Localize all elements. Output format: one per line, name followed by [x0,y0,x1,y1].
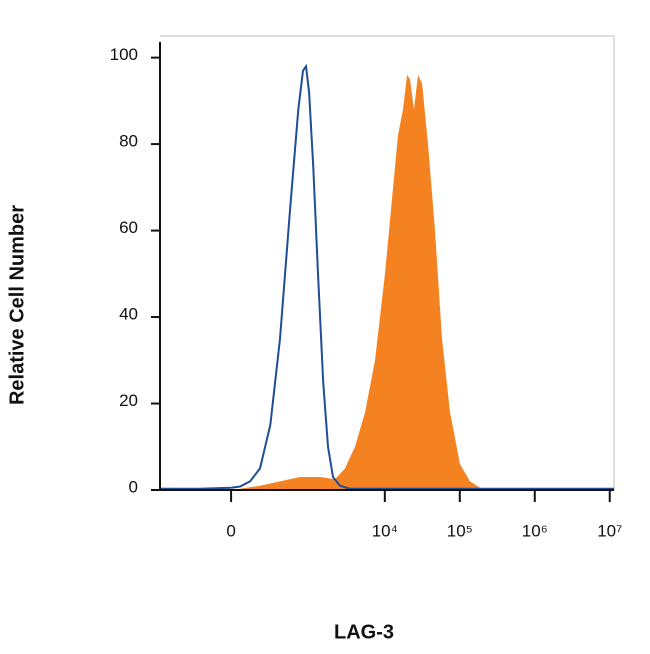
y-tick-label: 40 [119,305,138,324]
x-tick-label: 10⁴ [372,521,398,540]
y-axis-title: Relative Cell Number [6,205,28,405]
y-tick-label: 60 [119,218,138,237]
y-tick-label: 100 [110,45,138,64]
y-tick-label: 0 [129,477,138,496]
x-axis-title: LAG-3 [334,621,394,643]
y-tick-label: 80 [119,132,138,151]
x-tick-label: 0 [226,521,235,540]
histogram-line [160,63,614,490]
histogram-area [240,74,490,491]
y-tick-label: 20 [119,391,138,410]
x-tick-label: 10⁵ [447,521,473,540]
x-tick-label: 10⁶ [522,521,548,540]
x-tick-label: 10⁷ [597,521,622,540]
